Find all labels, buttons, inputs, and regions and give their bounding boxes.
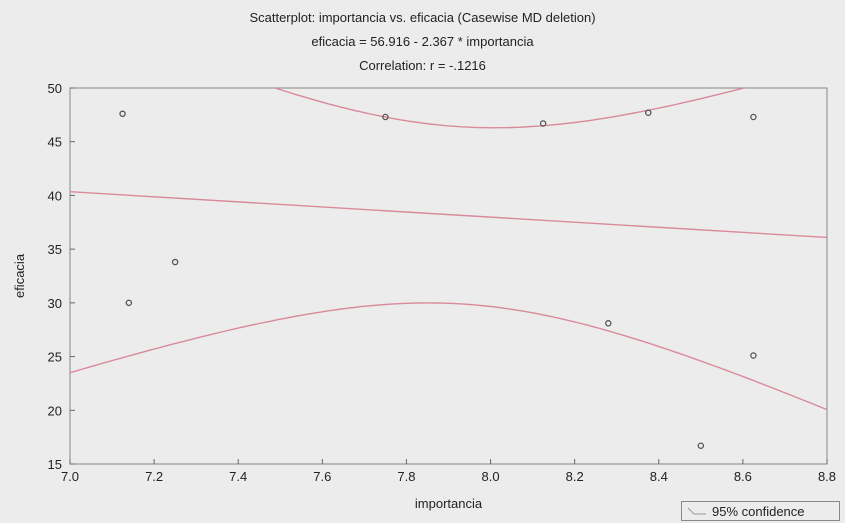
y-tick-label: 20 [48,403,62,418]
y-tick-label: 50 [48,81,62,96]
y-tick-label: 35 [48,242,62,257]
x-axis-ticks: 7.0 7.2 7.4 7.6 7.8 8.0 8.2 8.4 8.6 8.8 [61,459,836,484]
data-point [645,109,652,116]
legend-line-icon [687,507,706,515]
y-tick-label: 40 [48,188,62,203]
data-point [750,113,757,121]
regression-line [70,191,827,239]
y-axis-ticks: 15 20 25 30 35 40 45 50 [48,81,75,472]
x-tick-label: 7.2 [145,469,163,484]
x-tick-label: 8.2 [566,469,584,484]
y-tick-label: 15 [48,457,62,472]
data-point [750,352,757,359]
chart-title: Scatterplot: importancia vs. eficacia (C… [249,10,596,25]
legend-label: 95% confidence [712,503,805,519]
y-tick-label: 45 [48,135,62,150]
x-tick-label: 8.8 [818,469,836,484]
x-tick-label: 7.6 [313,469,331,484]
x-tick-label: 7.8 [397,469,415,484]
y-tick-label: 25 [48,350,62,365]
data-point [382,113,389,121]
x-tick-label: 7.0 [61,469,79,484]
data-point [119,110,126,118]
data-point [697,442,705,449]
x-tick-label: 8.4 [650,469,668,484]
data-points [119,109,757,449]
x-axis-label: importancia [415,496,483,511]
regression-equation: eficacia = 56.916 - 2.367 * importancia [311,34,534,49]
data-point [605,320,612,327]
confidence-band-upper [272,88,747,129]
y-axis-label: eficacia [12,253,27,298]
data-point [171,258,179,266]
data-point [125,299,133,307]
data-point [539,120,547,127]
correlation-annotation: Correlation: r = -.1216 [359,58,486,73]
legend: 95% confidence [681,501,840,521]
x-tick-label: 8.6 [734,469,752,484]
y-tick-label: 30 [48,296,62,311]
plot-area [69,87,828,465]
confidence-band-lower [70,302,827,411]
x-tick-label: 7.4 [229,469,247,484]
x-tick-label: 8.0 [482,469,500,484]
